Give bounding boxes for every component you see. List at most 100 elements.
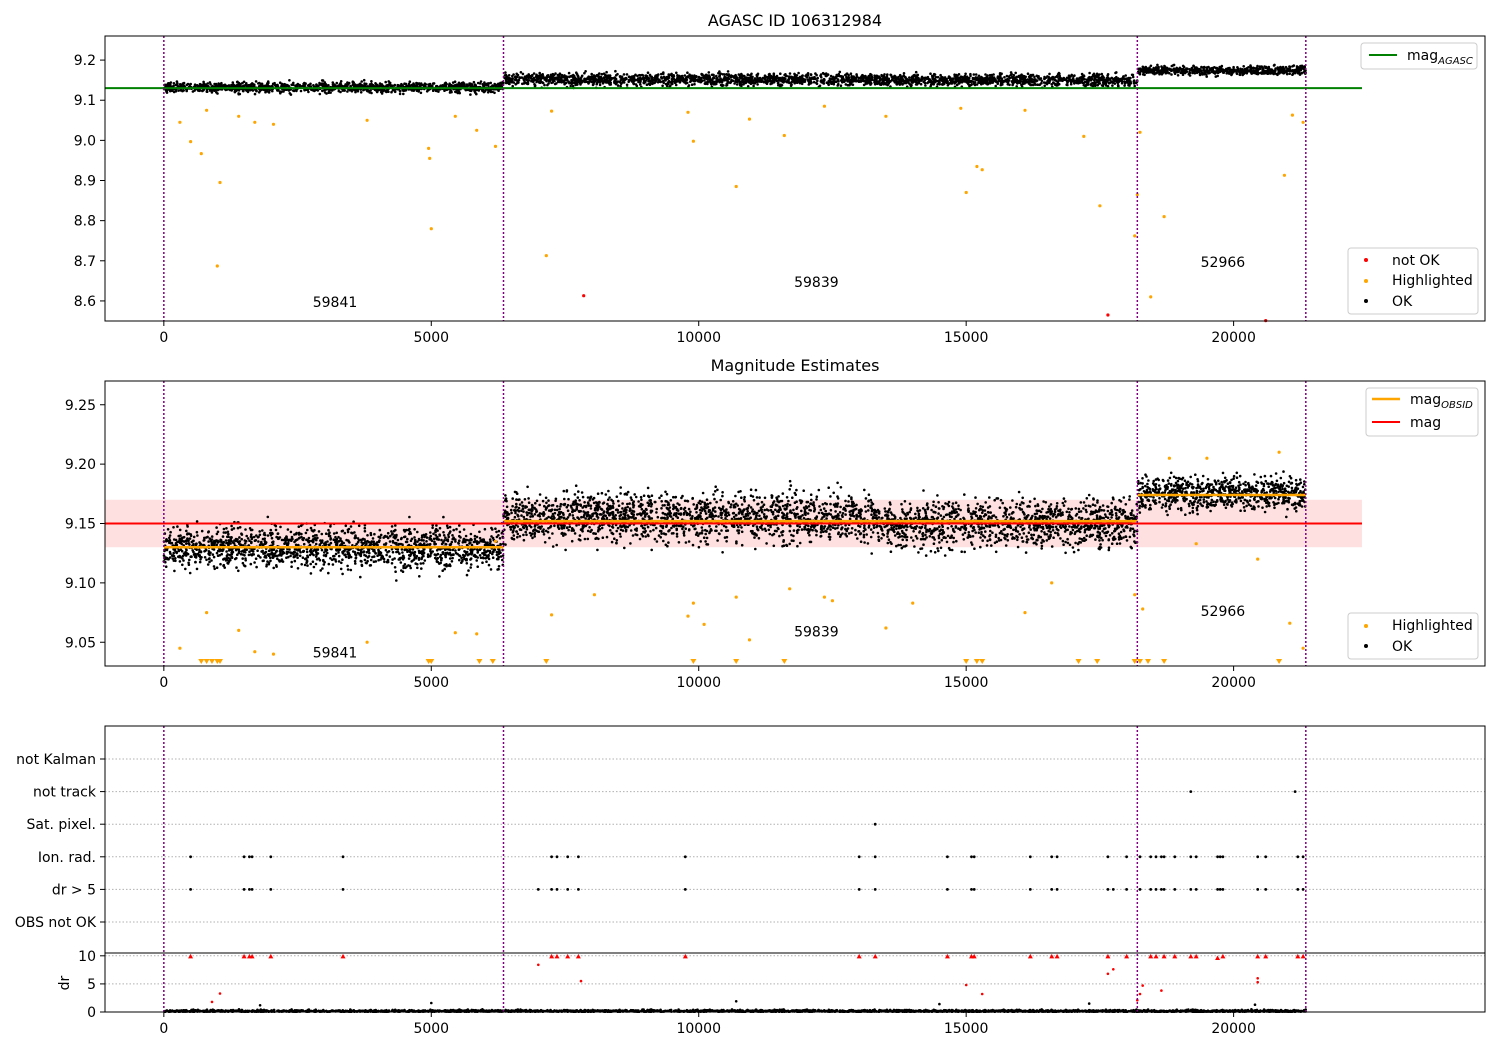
- ok-point: [924, 84, 927, 87]
- x-tick-label: 10000: [676, 330, 721, 346]
- ok-point: [207, 540, 210, 543]
- ok-point: [972, 73, 976, 76]
- ok-point: [951, 77, 955, 80]
- ok-point: [784, 77, 787, 81]
- ok-point: [1138, 71, 1142, 75]
- ok-point: [457, 81, 461, 85]
- ok-point: [1143, 67, 1146, 71]
- ok-point: [750, 72, 753, 76]
- ok-point: [241, 561, 245, 565]
- ok-point: [504, 81, 508, 85]
- ok-point: [298, 84, 301, 88]
- ok-point: [346, 90, 349, 93]
- ok-point: [1191, 71, 1194, 75]
- ok-point: [718, 80, 721, 84]
- ok-point: [459, 82, 463, 86]
- ok-point: [541, 73, 544, 76]
- ok-point: [653, 81, 656, 85]
- ok-point: [1005, 74, 1009, 78]
- ok-point: [549, 73, 553, 77]
- ok-point: [669, 84, 672, 87]
- ok-point: [1051, 78, 1054, 81]
- ok-point: [204, 84, 207, 88]
- ok-point: [642, 76, 645, 80]
- ok-point: [1256, 72, 1260, 76]
- ok-point: [237, 92, 240, 95]
- ok-point: [470, 83, 474, 86]
- ok-point: [379, 84, 382, 87]
- ok-point: [419, 91, 423, 95]
- ok-point: [1116, 77, 1120, 80]
- ok-point: [461, 81, 465, 84]
- ok-point: [170, 89, 174, 93]
- ok-point: [197, 84, 200, 88]
- ok-point: [975, 83, 979, 86]
- ok-point: [307, 83, 311, 87]
- ok-point: [965, 81, 969, 84]
- ok-point: [665, 77, 668, 80]
- ok-point: [700, 72, 703, 76]
- highlighted-point: [1162, 215, 1166, 219]
- ok-point: [1125, 77, 1128, 80]
- ok-point: [172, 551, 175, 555]
- ok-point: [172, 82, 176, 85]
- ok-point: [651, 78, 654, 81]
- ok-point: [360, 80, 364, 83]
- ok-point: [521, 82, 524, 86]
- ok-point: [1205, 73, 1208, 76]
- ok-point: [311, 560, 315, 563]
- ok-point: [518, 76, 522, 79]
- ok-point: [943, 76, 947, 79]
- ok-point: [296, 82, 300, 86]
- ok-point: [1087, 79, 1091, 82]
- ok-point: [1029, 83, 1032, 87]
- ok-point: [173, 569, 176, 573]
- not-ok-point: [582, 294, 586, 298]
- ok-point: [770, 80, 773, 83]
- highlighted-point: [253, 120, 257, 124]
- ok-point: [240, 537, 243, 541]
- ok-point: [592, 80, 596, 84]
- ok-point: [280, 84, 283, 87]
- ok-point: [1040, 81, 1043, 85]
- ok-point: [222, 527, 226, 531]
- ok-point: [815, 81, 818, 85]
- legend-not-ok-label: not OK: [1392, 253, 1440, 269]
- ok-point: [1297, 68, 1300, 71]
- ok-point: [181, 83, 185, 86]
- ok-point: [845, 75, 848, 79]
- ok-point: [622, 81, 626, 84]
- ok-point: [956, 83, 959, 86]
- ok-point: [348, 88, 352, 92]
- ok-point: [482, 90, 486, 93]
- ok-point: [619, 84, 622, 88]
- ok-point: [498, 537, 502, 540]
- ok-point: [370, 80, 373, 83]
- ok-point: [599, 76, 602, 79]
- ok-point: [934, 78, 937, 82]
- ok-point: [642, 74, 645, 77]
- ok-point: [707, 71, 711, 74]
- panel1-legend-bottom: not OK Highlighted OK: [1347, 247, 1479, 315]
- ok-point: [198, 89, 201, 93]
- ok-point: [1153, 72, 1156, 75]
- ok-point: [1200, 66, 1204, 69]
- ok-point: [522, 77, 525, 81]
- ok-point: [981, 81, 984, 85]
- ok-point: [839, 84, 843, 87]
- ok-point: [189, 82, 192, 86]
- ok-point: [266, 80, 270, 83]
- ok-point: [189, 534, 193, 538]
- ok-point: [1186, 67, 1189, 70]
- ok-point: [318, 92, 322, 96]
- ok-point: [344, 524, 348, 528]
- ok-point: [1219, 66, 1223, 70]
- ok-point: [1298, 73, 1302, 76]
- ok-point: [169, 530, 172, 534]
- ok-point: [178, 83, 182, 86]
- ok-point: [363, 82, 366, 85]
- ok-point: [977, 74, 981, 78]
- ok-point: [517, 78, 520, 82]
